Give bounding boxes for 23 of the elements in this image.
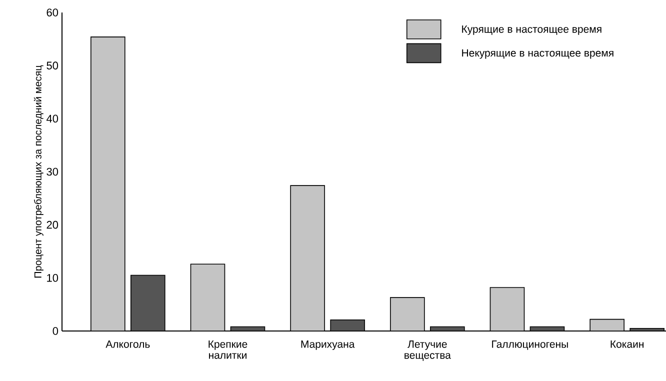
y-tick-label: 50: [46, 62, 58, 70]
x-tick-label: Галлюциногены: [492, 340, 568, 350]
x-tick-label: Алкоголь: [106, 340, 150, 348]
y-tick-label: 20: [46, 220, 58, 229]
bar: [390, 297, 425, 331]
x-tick-label: Летучие вещества: [404, 340, 451, 361]
y-tick-label: 10: [47, 274, 58, 282]
y-tick-label: 40: [46, 114, 58, 123]
bar: [130, 274, 166, 331]
y-tick-label: 60: [46, 8, 58, 16]
bar: [290, 185, 325, 331]
bar: [490, 287, 525, 331]
x-tick-label: Кокаин: [610, 340, 644, 348]
x-tick-label: Крепкие налитки: [208, 340, 248, 359]
bar: [90, 36, 126, 331]
y-axis-title: Процент употребляющих за последний месяц: [34, 65, 44, 278]
legend-label: Некурящие в настоящее время: [462, 49, 614, 59]
y-tick-label: 30: [46, 168, 58, 176]
x-tick-label: Марихуана: [301, 340, 355, 350]
y-tick-label: 0: [52, 327, 58, 335]
bar: [590, 318, 624, 331]
legend-label: Курящие в настоящее время: [462, 26, 602, 35]
bar: [190, 264, 226, 331]
